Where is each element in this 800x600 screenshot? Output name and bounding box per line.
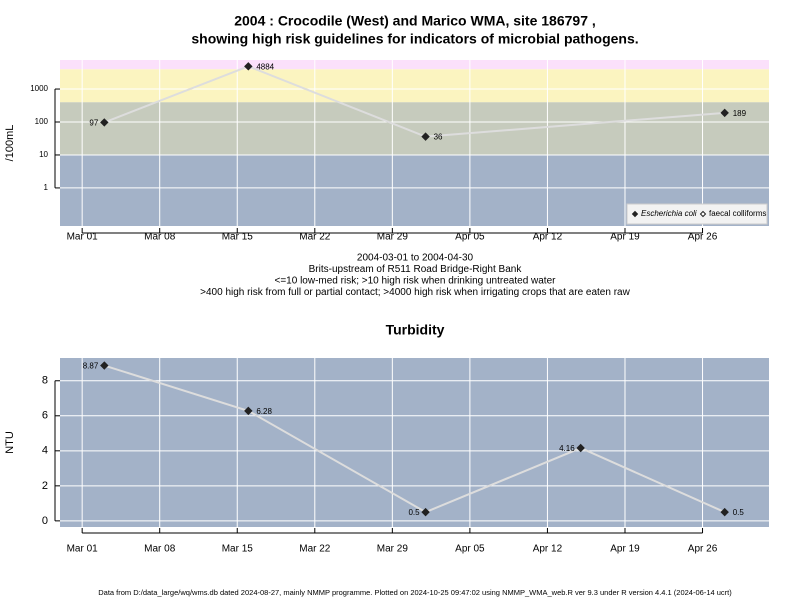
x-tick-label: Mar 01: [67, 544, 99, 555]
legend-marker: [631, 210, 639, 218]
data-point: [100, 361, 109, 370]
x-tick-label: Mar 22: [299, 232, 331, 243]
risk-band: [60, 102, 769, 155]
x-tick-label: Apr 12: [533, 544, 563, 555]
data-label: 0.5: [733, 508, 745, 517]
y-axis-label: /100mL: [4, 125, 16, 162]
data-label: 4.16: [559, 444, 575, 453]
y-tick-label: 4: [42, 445, 48, 457]
data-point: [421, 507, 430, 517]
plot-background: [60, 358, 769, 527]
x-tick-label: Mar 01: [67, 232, 99, 243]
x-tick-label: Apr 19: [610, 544, 640, 555]
x-tick-label: Mar 15: [222, 232, 254, 243]
y-tick-label: 0: [42, 515, 48, 527]
y-tick-label: 8: [42, 375, 48, 387]
x-tick-label: Mar 15: [222, 544, 254, 555]
chart-title: 2004 : Crocodile (West) and Marico WMA, …: [234, 13, 596, 29]
x-tick-label: Mar 29: [377, 232, 409, 243]
y-tick-label: 10: [39, 150, 48, 159]
y-axis-label: NTU: [4, 431, 16, 454]
x-tick-label: Apr 05: [455, 544, 485, 555]
data-line: [103, 65, 725, 138]
x-tick-label: Apr 19: [610, 232, 640, 243]
data-point: [100, 118, 109, 127]
legend-label: Escherichia coli: [641, 209, 697, 218]
data-label: 36: [434, 133, 443, 142]
data-label: 97: [89, 119, 98, 128]
data-point: [720, 507, 729, 517]
x-tick-label: Apr 05: [455, 232, 485, 243]
data-point: [244, 62, 253, 71]
y-tick-label: 1: [44, 183, 49, 192]
data-label: 8.87: [83, 362, 99, 371]
risk-band: [60, 69, 769, 103]
note: 2004-03-01 to 2004-04-30: [357, 253, 474, 264]
data-label: 189: [733, 109, 747, 118]
data-point: [244, 406, 253, 416]
data-label: 6.28: [256, 407, 272, 416]
data-label: 4884: [256, 62, 274, 71]
data-label: 0.5: [408, 508, 420, 517]
x-tick-label: Mar 08: [144, 232, 176, 243]
risk-band: [60, 60, 769, 70]
chart-title: showing high risk guidelines for indicat…: [191, 31, 638, 47]
y-tick-label: 100: [35, 117, 49, 126]
legend-marker: [699, 210, 707, 218]
note: <=10 low-med risk; >10 high risk when dr…: [275, 276, 557, 287]
x-tick-label: Mar 29: [377, 544, 409, 555]
legend-label: faecal colliforms: [709, 209, 766, 218]
footer: Data from D:/data_large/wq/wms.db dated …: [98, 588, 732, 597]
legend: [626, 203, 768, 225]
y-tick-label: 1000: [30, 84, 48, 93]
note: Brits-upstream of R511 Road Bridge-Right…: [309, 264, 523, 275]
x-tick-label: Apr 26: [688, 544, 718, 555]
x-tick-label: Apr 12: [533, 232, 563, 243]
x-tick-label: Mar 08: [144, 544, 176, 555]
x-tick-label: Apr 26: [688, 232, 718, 243]
data-point: [720, 108, 729, 118]
data-point: [421, 132, 430, 141]
y-tick-label: 2: [42, 480, 48, 492]
x-tick-label: Mar 22: [299, 544, 331, 555]
y-tick-label: 6: [42, 410, 48, 422]
note: >400 high risk from full or partial cont…: [200, 287, 630, 298]
data-point: [576, 443, 585, 453]
chart-title: Turbidity: [386, 322, 445, 338]
